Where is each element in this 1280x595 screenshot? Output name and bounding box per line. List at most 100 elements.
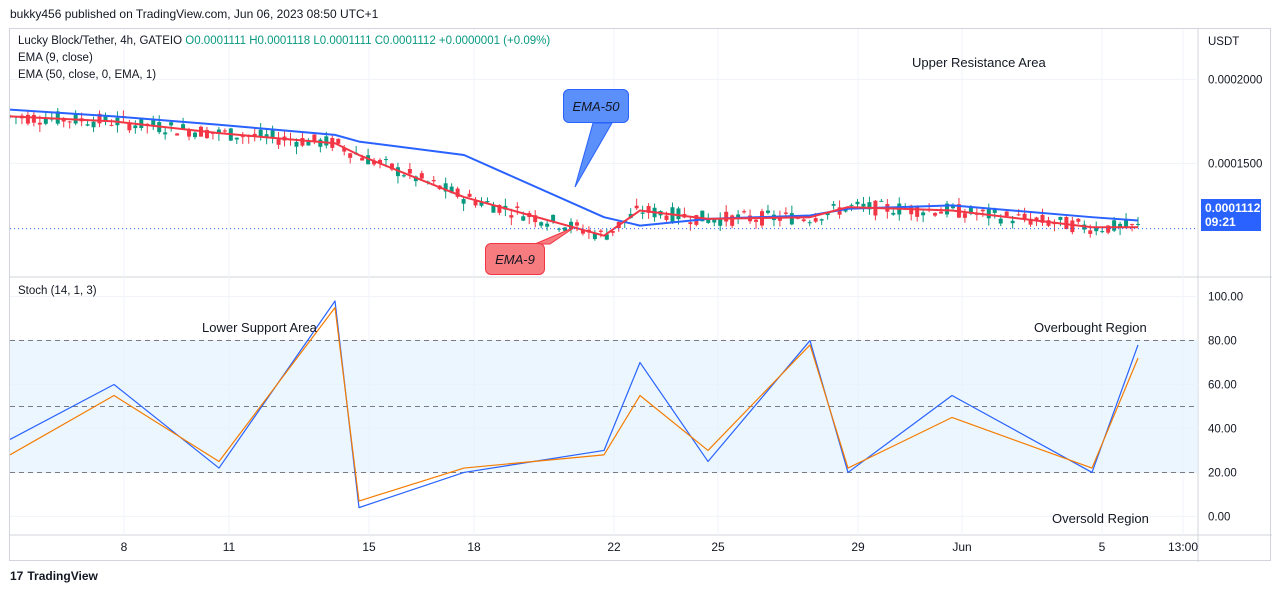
candle-body — [491, 205, 496, 213]
stoch-tick-label: 40.00 — [1208, 423, 1237, 435]
candle-body — [706, 217, 711, 223]
candle-body — [479, 201, 484, 206]
stoch-tick-label: 60.00 — [1208, 380, 1237, 392]
candle-body — [992, 209, 997, 213]
candle-body — [1070, 220, 1075, 233]
candle-body — [127, 122, 132, 131]
candle-body — [986, 208, 991, 219]
candle-body — [67, 121, 72, 123]
candle-body — [551, 214, 556, 222]
ema50-callout[interactable]: EMA-50 — [563, 89, 629, 123]
candle-body — [342, 148, 347, 152]
candle-body — [1064, 217, 1069, 230]
candle-body — [1112, 220, 1117, 231]
candle-body — [545, 223, 550, 227]
candle-body — [1028, 218, 1033, 225]
candle-body — [443, 183, 448, 192]
candle-body — [533, 215, 538, 223]
candle-body — [175, 133, 180, 136]
candle-body — [563, 227, 568, 231]
candle-body — [372, 160, 377, 165]
candle-body — [509, 215, 514, 218]
candle-body — [915, 206, 920, 217]
candle-body — [968, 206, 973, 214]
time-tick-label: 11 — [223, 540, 236, 554]
ema50-line — [10, 108, 1139, 227]
indicator-lines — [10, 108, 1198, 509]
candle-body — [348, 153, 353, 158]
candle-body — [634, 205, 639, 209]
candle-body — [980, 209, 985, 212]
candle-body — [736, 214, 741, 219]
ema50-legend[interactable]: EMA (50, close, 0, EMA, 1) — [18, 69, 157, 81]
footer-brand: TradingView — [27, 569, 98, 583]
candle-body — [604, 234, 609, 240]
candle-body — [407, 169, 412, 174]
candle-body — [300, 138, 305, 146]
candle-body — [1022, 213, 1027, 220]
candle-body — [801, 219, 806, 222]
candle-body — [933, 213, 938, 216]
candle-body — [419, 173, 424, 179]
oversold-label[interactable]: Oversold Region — [1052, 511, 1149, 526]
last-price-value: 0.0001112 — [1205, 201, 1261, 215]
candle-body — [55, 111, 60, 124]
candle-body — [557, 228, 562, 230]
candle-body — [43, 118, 48, 124]
candle-body — [574, 222, 579, 226]
candle-body — [25, 114, 30, 124]
candle-body — [151, 120, 156, 127]
lower-support-label[interactable]: Lower Support Area — [202, 320, 317, 335]
candle-body — [276, 139, 281, 145]
candle-body — [163, 132, 168, 135]
ema9-legend[interactable]: EMA (9, close) — [18, 52, 93, 64]
candle-body — [754, 219, 759, 222]
candle-body — [1076, 218, 1081, 222]
stoch-band — [10, 340, 1198, 473]
candle-body — [813, 218, 818, 222]
candle-body — [139, 117, 144, 129]
time-tick-label: Jun — [952, 540, 971, 554]
candle-body — [485, 201, 490, 203]
candle-body — [962, 213, 967, 218]
candle-body — [718, 217, 723, 226]
candle-body — [270, 130, 275, 138]
candle-body — [384, 159, 388, 161]
stoch-tick-label: 80.00 — [1208, 336, 1237, 348]
grid — [10, 29, 1272, 562]
candle-body — [366, 155, 371, 165]
time-tick-label: 25 — [711, 540, 725, 554]
chart-frame[interactable]: 8 11 15 18 22 25 29 Jun 5 13:00 0.0002000 0.0001500… — [9, 28, 1272, 562]
candle-body — [401, 175, 406, 177]
candle-body — [646, 205, 651, 213]
time-tick-label: 22 — [607, 540, 621, 554]
chart-canvas[interactable]: 8 11 15 18 22 25 29 Jun 5 13:00 0.0002000 0.0001500… — [10, 29, 1272, 562]
candle-body — [1040, 214, 1045, 223]
overbought-label[interactable]: Overbought Region — [1034, 320, 1147, 335]
candle-body — [783, 212, 788, 214]
candle-body — [640, 212, 645, 214]
candle-body — [258, 129, 263, 138]
candle-body — [879, 200, 884, 202]
candle-body — [867, 202, 872, 210]
candle-body — [825, 212, 830, 216]
stoch-legend[interactable]: Stoch (14, 1, 3) — [18, 285, 97, 297]
ema9-callout[interactable]: EMA-9 — [485, 243, 545, 275]
candle-body — [133, 125, 138, 129]
candle-body — [455, 188, 460, 197]
candle-body — [234, 137, 239, 140]
candle-body — [998, 218, 1003, 224]
candle-body — [819, 219, 824, 221]
candle-body — [891, 212, 896, 215]
candle-body — [378, 159, 383, 164]
candle-body — [169, 122, 174, 126]
candle-body — [187, 129, 192, 137]
price-unit-label: USDT — [1208, 36, 1239, 48]
candle-body — [336, 138, 341, 144]
upper-resistance-label[interactable]: Upper Resistance Area — [912, 55, 1046, 70]
footer[interactable]: 17 TradingView — [10, 569, 98, 583]
symbol-legend[interactable]: Lucky Block/Tether, 4h, GATEIO O0.000111… — [18, 35, 550, 47]
candle-body — [831, 204, 836, 206]
candle-body — [777, 216, 782, 221]
candle-body — [945, 203, 950, 215]
